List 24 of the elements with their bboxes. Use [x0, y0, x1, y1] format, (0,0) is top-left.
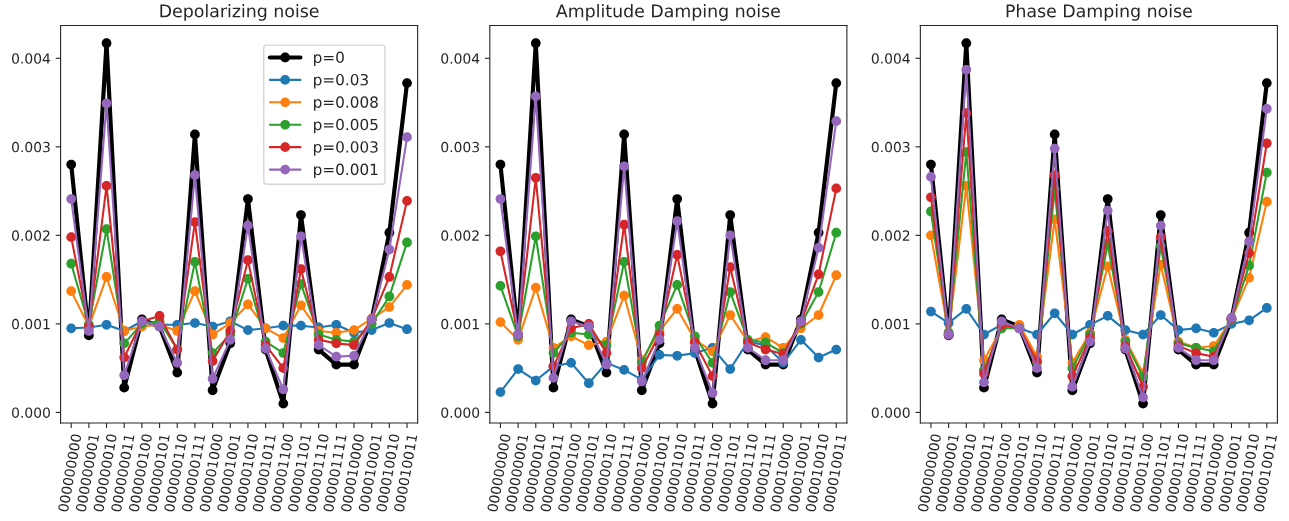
- legend-label: p=0.003: [314, 141, 378, 156]
- y-tick-label: 0.004: [441, 53, 480, 64]
- y-tick-label: 0.001: [871, 318, 910, 330]
- legend-label: p=0: [314, 51, 344, 66]
- y-tick-label: 0.002: [441, 230, 479, 241]
- legend-label: p=0.03: [314, 73, 368, 89]
- legend-label: p=0.001: [314, 163, 378, 179]
- chart-title: Amplitude Damping noise: [556, 4, 780, 21]
- legend-label: p=0.008: [314, 96, 378, 111]
- y-tick-label: 0.004: [12, 53, 51, 64]
- y-tick-label: 0.003: [12, 141, 50, 153]
- y-tick-label: 0.002: [12, 230, 50, 241]
- legend-label: p=0.005: [314, 118, 378, 134]
- y-tick-label: 0.002: [871, 230, 910, 241]
- y-tick-label: 0.000: [441, 407, 480, 418]
- y-tick-label: 0.004: [871, 53, 910, 64]
- y-tick-label: 0.001: [441, 318, 479, 330]
- y-tick-label: 0.000: [12, 407, 50, 418]
- chart-title: Depolarizing noise: [160, 4, 319, 21]
- y-tick-label: 0.000: [871, 407, 910, 418]
- y-tick-label: 0.003: [441, 141, 479, 153]
- y-tick-label: 0.003: [871, 141, 910, 153]
- y-tick-label: 0.001: [12, 318, 50, 330]
- chart-title: Phase Damping noise: [1006, 4, 1192, 21]
